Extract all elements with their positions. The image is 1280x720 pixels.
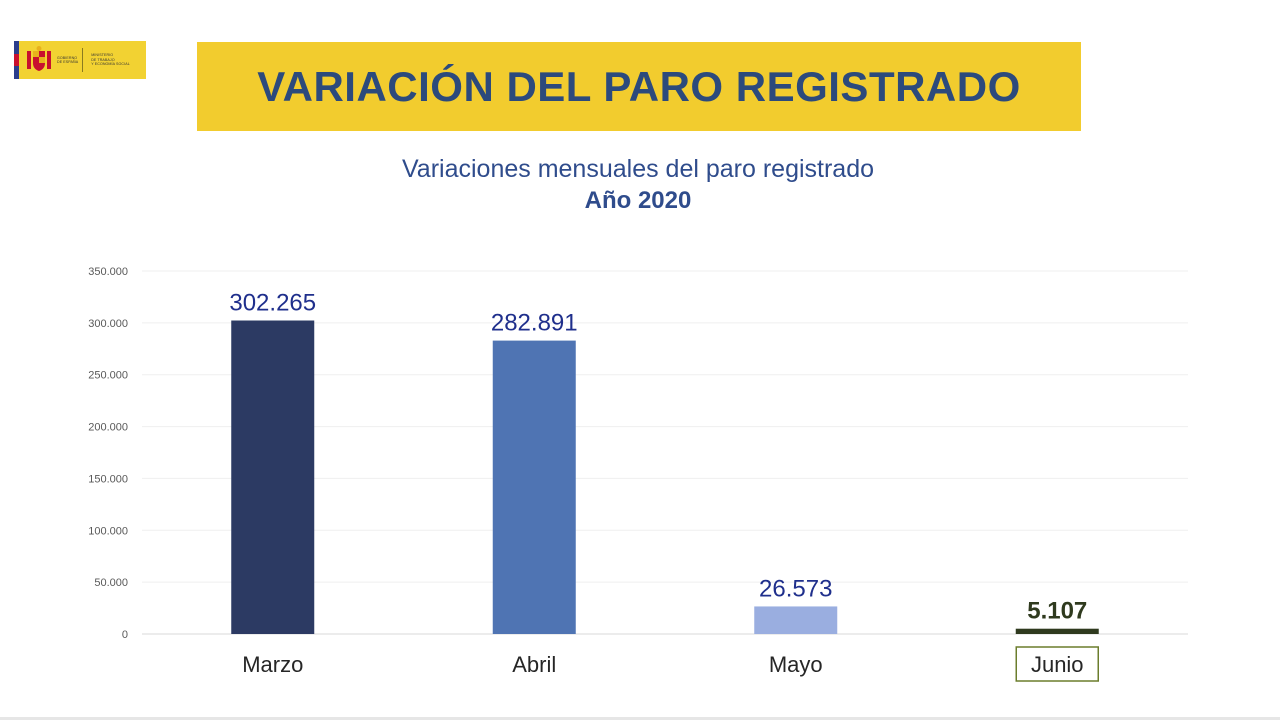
y-tick-label: 0 xyxy=(122,629,128,641)
logo-line: MINISTERIO xyxy=(91,53,114,58)
footer-rule xyxy=(0,717,1280,720)
flag-stripe-icon xyxy=(14,41,19,79)
bar xyxy=(754,606,838,634)
bar xyxy=(492,340,576,634)
chart-title: Variaciones mensuales del paro registrad… xyxy=(401,155,875,183)
chart-subtitle: Año 2020 xyxy=(584,187,692,214)
y-tick-label: 200.000 xyxy=(88,422,128,434)
government-logo: GOBIERNO DE ESPAÑA MINISTERIO DE TRABAJO… xyxy=(14,41,146,79)
logo-line: DE TRABAJO xyxy=(91,57,115,62)
page-title: VARIACIÓN DEL PARO REGISTRADO xyxy=(257,62,1021,110)
coat-of-arms-icon xyxy=(27,46,51,71)
logo-text-government: GOBIERNO DE ESPAÑA xyxy=(57,56,78,65)
x-tick-label: Abril xyxy=(512,652,556,677)
x-tick-label: Junio xyxy=(1031,652,1084,677)
logo-text-ministry: MINISTERIO DE TRABAJO Y ECONOMÍA SOCIAL xyxy=(91,53,130,66)
title-banner: VARIACIÓN DEL PARO REGISTRADO xyxy=(197,42,1081,131)
y-tick-label: 50.000 xyxy=(94,577,128,589)
bar xyxy=(231,320,315,634)
y-tick-label: 250.000 xyxy=(88,370,128,382)
y-tick-label: 350.000 xyxy=(88,266,128,278)
data-label: 5.107 xyxy=(1027,598,1087,625)
x-tick-label: Mayo xyxy=(769,652,823,677)
data-label: 26.573 xyxy=(759,575,832,602)
y-tick-label: 100.000 xyxy=(88,525,128,537)
category-highlight-box xyxy=(1015,646,1099,682)
logo-line: Y ECONOMÍA SOCIAL xyxy=(91,62,130,67)
data-label: 282.891 xyxy=(491,310,578,337)
logo-line: GOBIERNO xyxy=(57,55,78,60)
data-label: 302.265 xyxy=(229,290,316,317)
logo-line: DE ESPAÑA xyxy=(57,60,79,64)
y-tick-label: 300.000 xyxy=(88,318,128,330)
bar xyxy=(1015,628,1099,634)
y-tick-label: 150.000 xyxy=(88,473,128,485)
x-tick-label: Marzo xyxy=(242,652,303,677)
logo-divider xyxy=(82,48,84,72)
